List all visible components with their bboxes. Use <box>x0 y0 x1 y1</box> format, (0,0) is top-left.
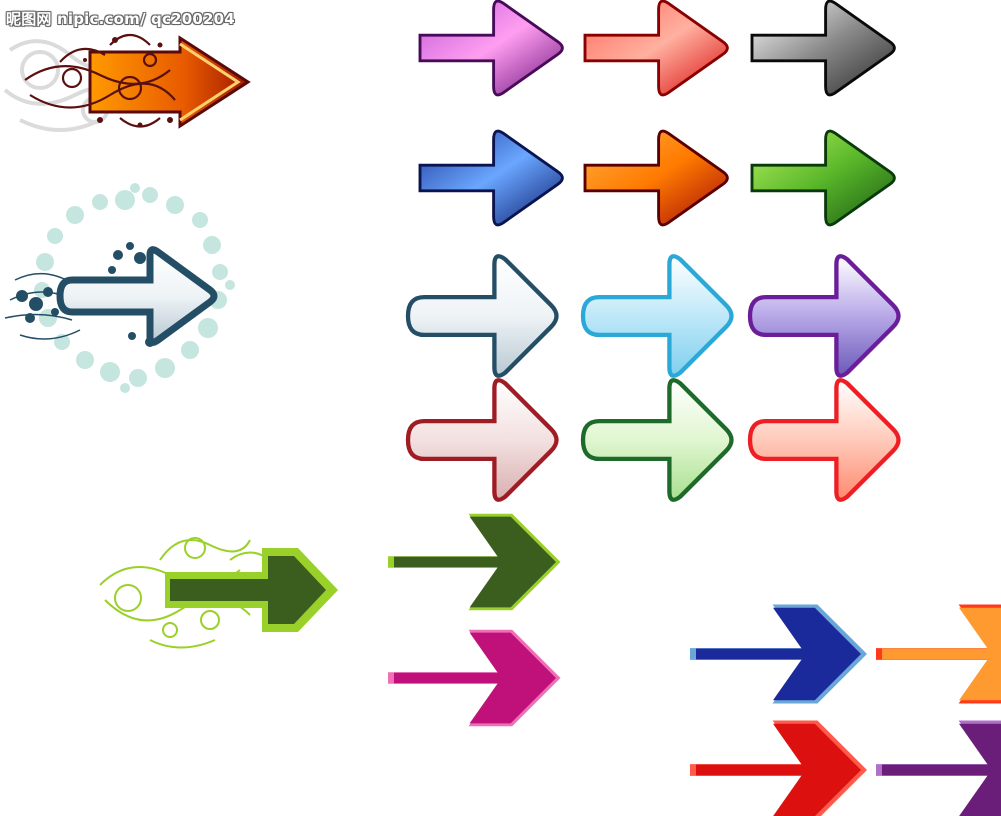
swirl-arrow-icon <box>99 537 338 649</box>
bubble-arrow-icon <box>4 183 235 393</box>
glossy-arrow-icon <box>418 0 896 227</box>
ornate-arrow-icon <box>3 33 251 132</box>
watermark: 昵图网 nipic.com/ qc200204 <box>6 10 235 28</box>
rounded-arrow-icon <box>408 256 899 499</box>
flat-arrow-icon <box>388 513 1001 816</box>
